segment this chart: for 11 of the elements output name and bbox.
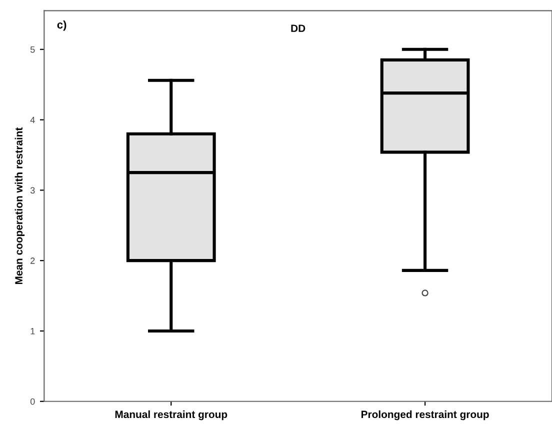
y-tick-label: 0 [30, 398, 35, 405]
x-tick-label: Prolonged restraint group [362, 410, 489, 420]
annotation: c) [57, 20, 66, 31]
y-tick-label: 1 [30, 328, 35, 334]
y-tick-label: 4 [30, 116, 35, 124]
y-tick-label: 5 [30, 46, 35, 53]
y-axis-title: Mean cooperation with restraint [14, 127, 25, 284]
x-tick-label: Manual restraint group [115, 410, 228, 420]
y-tick-label: 3 [30, 187, 35, 194]
y-tick-label: 2 [30, 258, 35, 264]
text: DD [291, 24, 306, 32]
